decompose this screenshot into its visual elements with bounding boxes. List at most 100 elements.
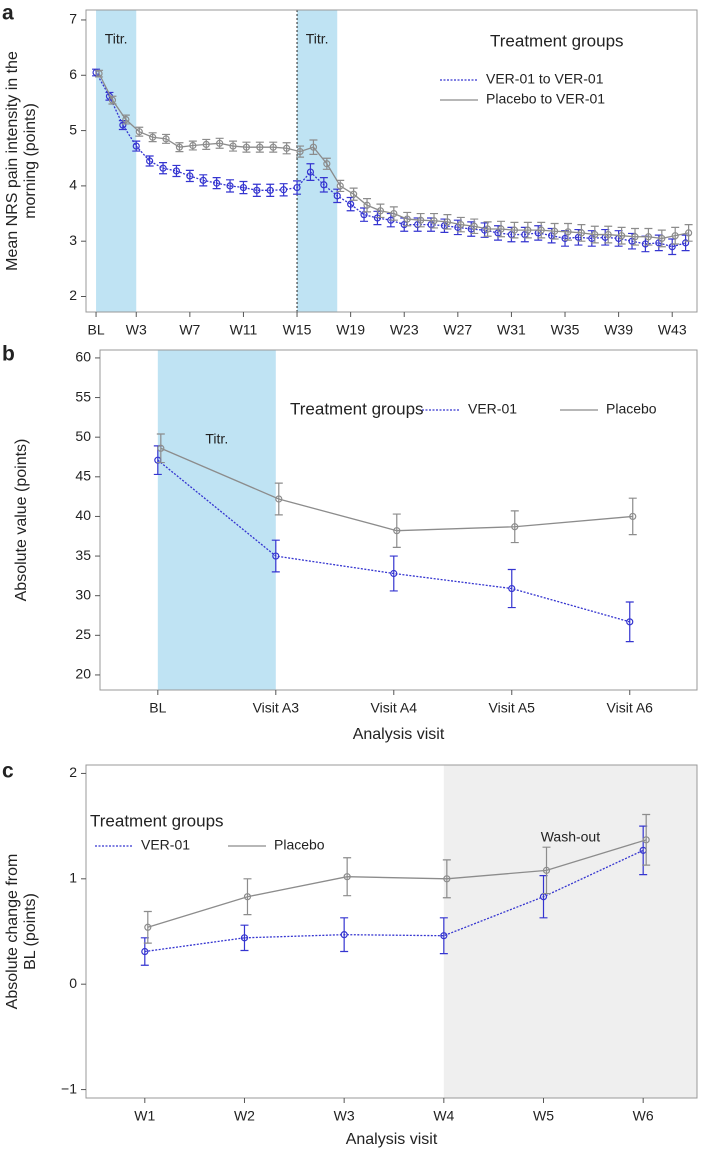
y-tick-label: 1 bbox=[69, 870, 77, 886]
error-bar bbox=[684, 224, 693, 242]
legend-title: Treatment groups bbox=[290, 399, 424, 418]
data-point bbox=[376, 207, 385, 215]
y-tick-label: 55 bbox=[75, 388, 91, 404]
data-point bbox=[253, 186, 261, 194]
error-bar bbox=[644, 227, 653, 246]
data-point bbox=[443, 875, 451, 883]
error-bar bbox=[403, 211, 412, 227]
x-tick-label: W19 bbox=[336, 322, 365, 338]
error-bar bbox=[376, 203, 385, 219]
error-bar bbox=[442, 859, 451, 899]
error-bar bbox=[590, 225, 599, 244]
error-bar bbox=[542, 846, 551, 895]
error-bar bbox=[199, 174, 208, 187]
x-tick-label: W35 bbox=[551, 322, 580, 338]
data-point bbox=[443, 218, 452, 226]
data-point bbox=[430, 217, 438, 225]
legend-label: VER-01 bbox=[468, 401, 517, 417]
panel-label: c bbox=[2, 760, 14, 783]
error-bar bbox=[279, 183, 288, 197]
panel: Wash-out c −1 0 1 2 W1 W2 W3 W4 W5 W6 Analysis visit… bbox=[2, 760, 698, 1148]
error-bar bbox=[240, 924, 249, 952]
error-bar bbox=[392, 513, 401, 548]
error-bar bbox=[159, 162, 168, 175]
region-label: Titr. bbox=[205, 431, 228, 447]
error-bar bbox=[185, 169, 194, 183]
data-point bbox=[213, 179, 221, 187]
data-point bbox=[146, 157, 154, 165]
y-tick-label: 2 bbox=[69, 287, 77, 303]
legend-title: Treatment groups bbox=[90, 811, 224, 830]
error-bar bbox=[239, 180, 248, 195]
error-bar bbox=[252, 183, 261, 197]
error-bar bbox=[266, 183, 275, 197]
x-tick-label: W2 bbox=[234, 1108, 255, 1124]
data-point bbox=[175, 143, 184, 151]
panel: Titr. Titr. a 2 3 4 5 6 7 BL W3 W7 W11 W15 W19 W23 W27 W3… bbox=[2, 2, 698, 338]
data-point bbox=[132, 142, 140, 150]
y-tick-label: 40 bbox=[75, 507, 91, 523]
error-bar bbox=[243, 878, 252, 916]
x-axis-label: Analysis visit bbox=[346, 1131, 438, 1148]
error-bar bbox=[172, 164, 181, 178]
x-tick-label: W7 bbox=[179, 322, 200, 338]
shaded-region bbox=[157, 350, 276, 690]
error-bar bbox=[319, 176, 328, 193]
error-bar bbox=[416, 212, 425, 228]
data-point bbox=[333, 192, 341, 200]
data-point bbox=[144, 923, 152, 931]
x-axis-label: Analysis visit bbox=[353, 726, 445, 743]
error-bar bbox=[306, 163, 315, 181]
data-point bbox=[564, 228, 572, 236]
error-bar bbox=[523, 221, 532, 239]
x-tick-label: Visit A4 bbox=[371, 700, 418, 716]
data-point bbox=[363, 201, 371, 209]
data-point bbox=[199, 176, 207, 184]
data-point bbox=[243, 893, 252, 901]
y-tick-label: 60 bbox=[75, 349, 91, 365]
legend-label: Placebo to VER-01 bbox=[486, 91, 605, 107]
y-tick-label: 45 bbox=[75, 468, 91, 484]
error-bar bbox=[507, 568, 516, 609]
data-point bbox=[685, 229, 693, 237]
data-point bbox=[135, 128, 143, 136]
data-point bbox=[343, 873, 351, 881]
x-tick-label: W39 bbox=[604, 322, 633, 338]
error-bar bbox=[443, 214, 452, 230]
error-bar bbox=[274, 482, 283, 516]
shaded-region bbox=[443, 765, 697, 1098]
error-bar bbox=[340, 917, 349, 953]
data-point bbox=[682, 239, 690, 247]
error-bar bbox=[296, 145, 305, 158]
data-point bbox=[390, 569, 398, 578]
y-tick-label: 20 bbox=[75, 666, 91, 682]
data-point bbox=[577, 229, 586, 237]
y-axis-label: Mean NRS pain intensity in the bbox=[4, 51, 21, 271]
data-point bbox=[626, 618, 634, 626]
y-axis-label: BL (points) bbox=[22, 893, 39, 970]
data-point bbox=[108, 96, 117, 104]
error-bar bbox=[631, 227, 640, 246]
data-point bbox=[508, 584, 516, 593]
data-point bbox=[202, 140, 210, 149]
y-tick-label: −1 bbox=[61, 1080, 77, 1096]
error-bar bbox=[483, 221, 492, 237]
data-point bbox=[631, 233, 639, 241]
y-tick-label: 3 bbox=[69, 232, 77, 248]
y-tick-label: 4 bbox=[69, 177, 77, 193]
legend-title: Treatment groups bbox=[490, 31, 624, 50]
y-tick-label: 7 bbox=[69, 11, 77, 27]
x-tick-label: BL bbox=[87, 322, 104, 338]
y-axis-label: Absolute change from bbox=[4, 854, 21, 1010]
error-bar bbox=[470, 218, 479, 235]
data-point bbox=[269, 143, 277, 151]
error-bar bbox=[309, 139, 318, 155]
plot-frame bbox=[99, 349, 698, 691]
data-point bbox=[239, 183, 248, 192]
data-point bbox=[283, 144, 291, 152]
data-point bbox=[440, 932, 448, 940]
data-point bbox=[266, 186, 274, 194]
error-bar bbox=[389, 555, 398, 592]
error-bar bbox=[322, 157, 331, 170]
y-tick-label: 5 bbox=[69, 121, 77, 137]
